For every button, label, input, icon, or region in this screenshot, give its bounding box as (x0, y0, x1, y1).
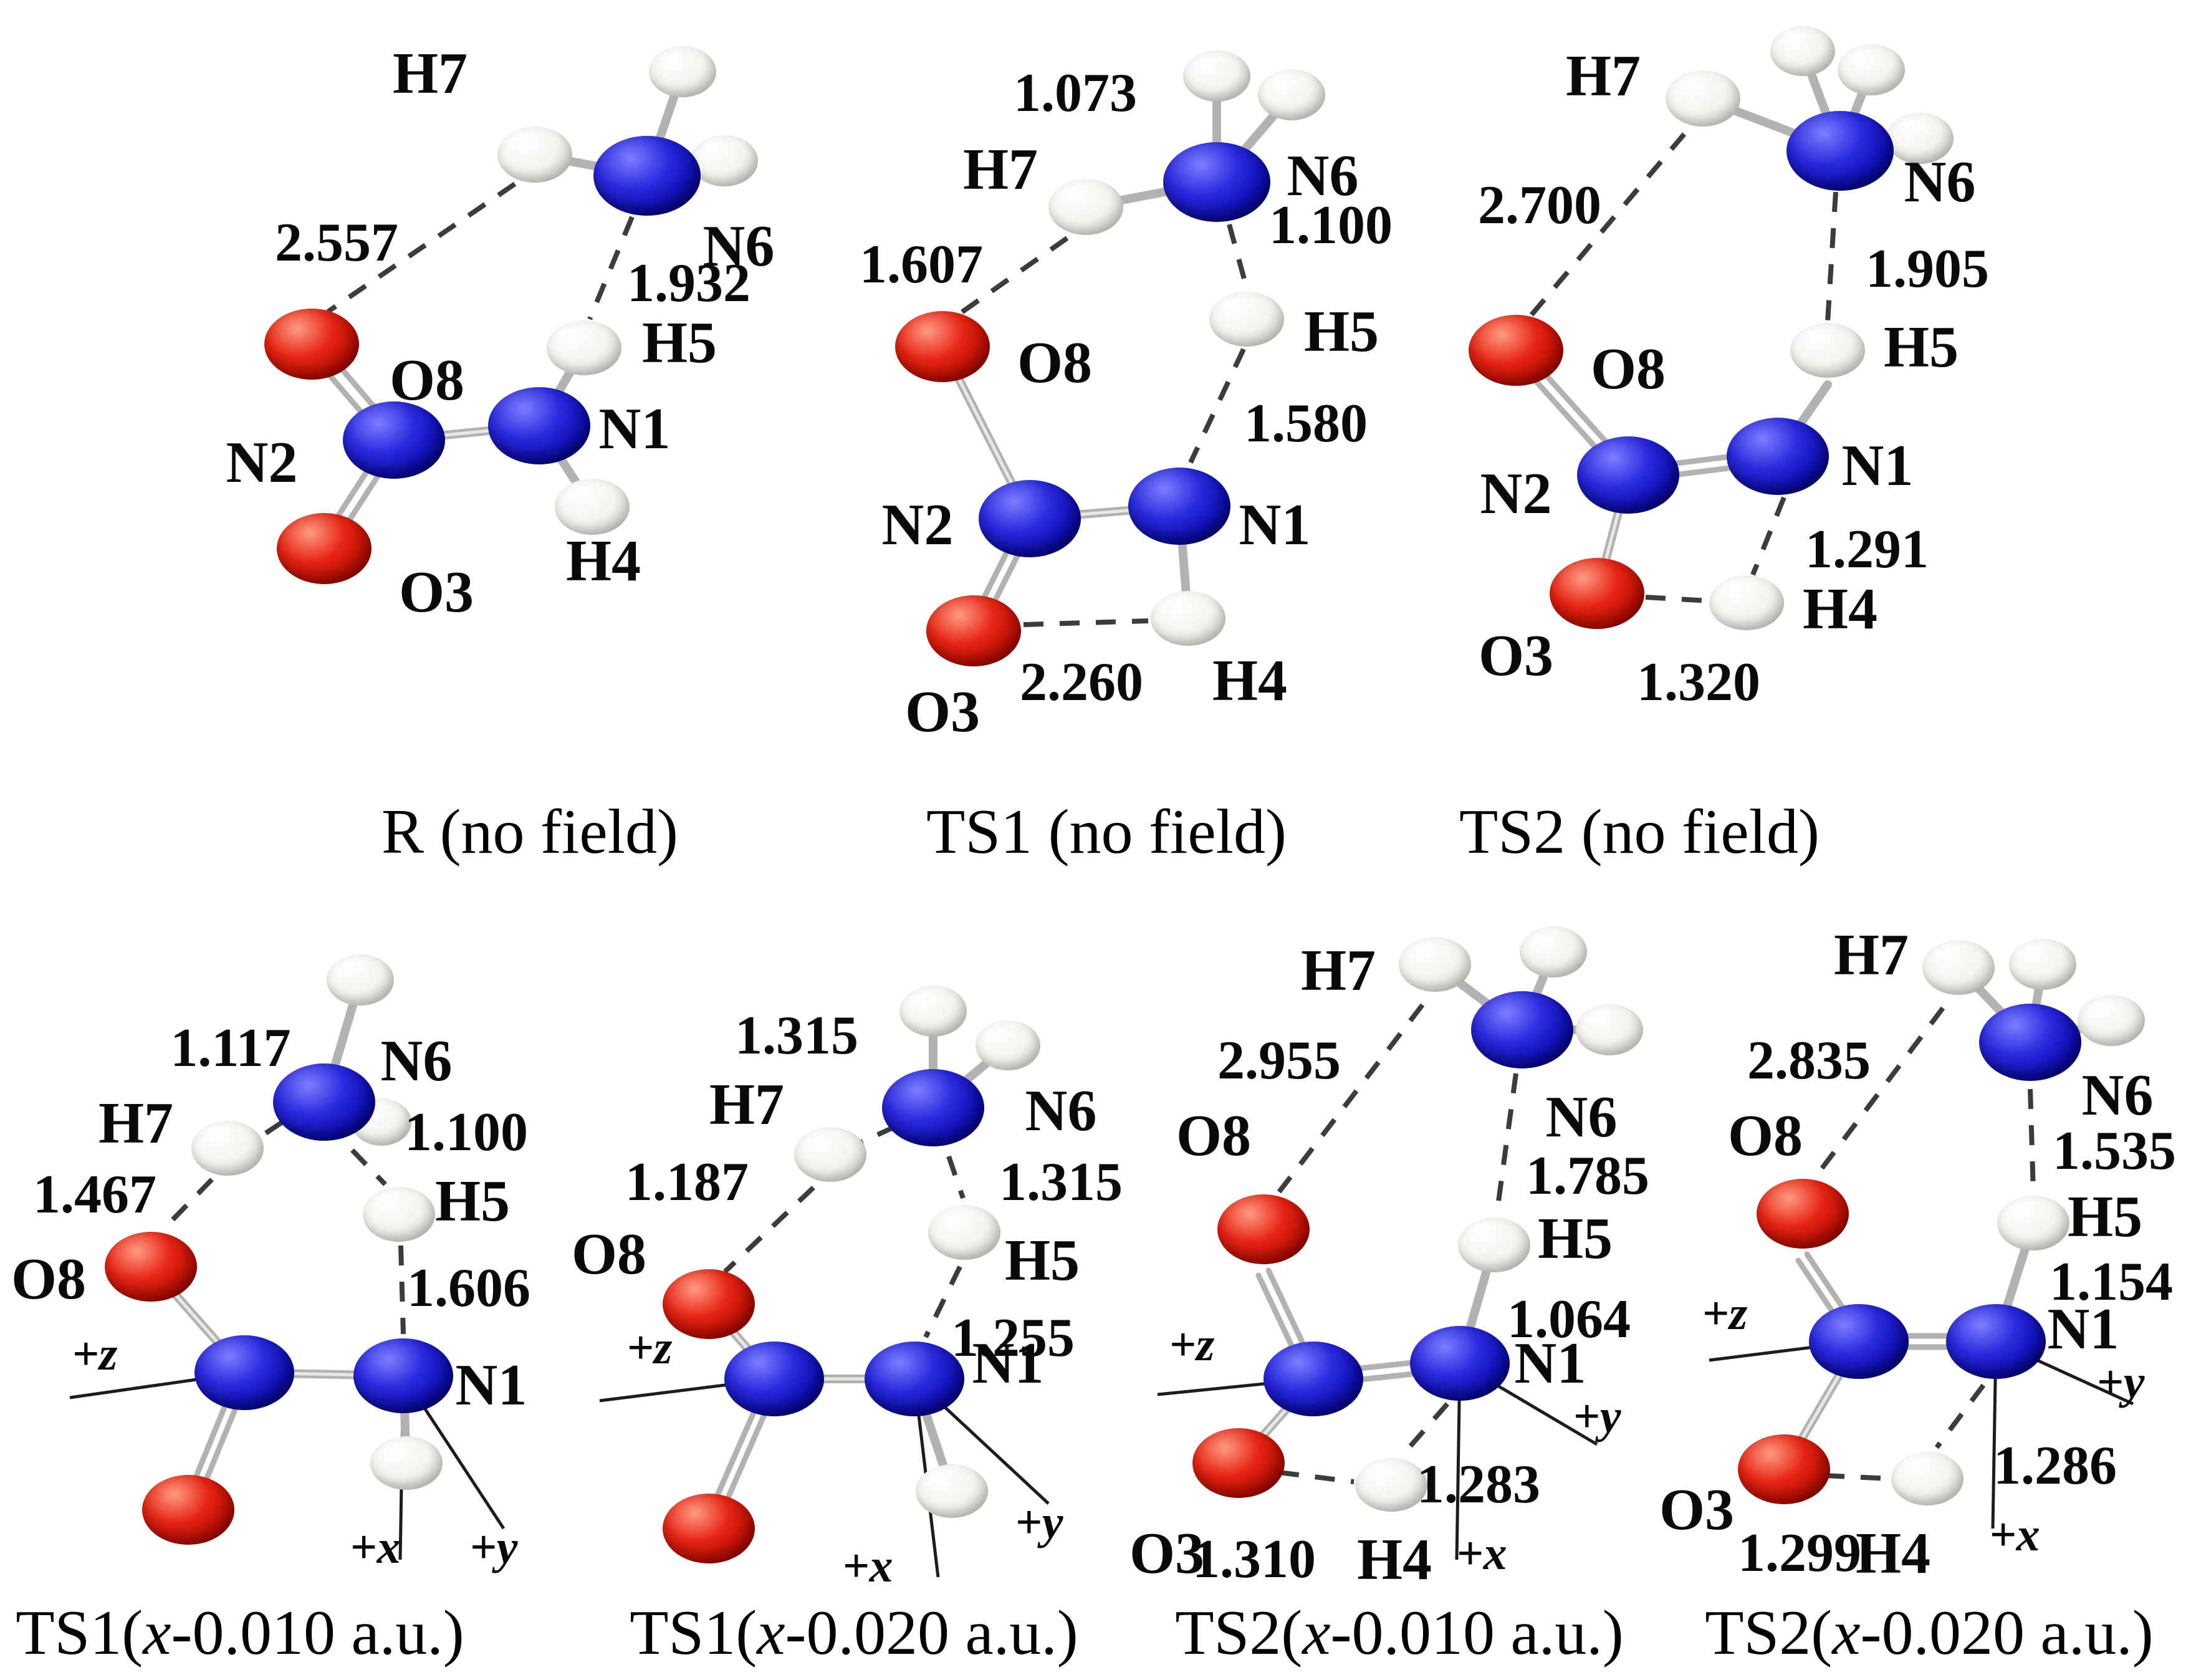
bond-N2-O3 (976, 518, 1038, 636)
bond-N6-H (929, 1041, 1012, 1112)
bonds-TS1 (938, 72, 1296, 636)
bond-N2-O3 (180, 1368, 242, 1511)
bond-N2-O8 (1795, 1257, 1858, 1348)
bond-N1-H5 (1773, 380, 1832, 461)
bond-N6-H7 (530, 150, 651, 180)
axis-line-z (1709, 1340, 1859, 1362)
bond-H5-N1 (1455, 1241, 1499, 1368)
hydrogen-bond-O3-H4 (1824, 1473, 1891, 1481)
bonds-TS2-x020 (1709, 960, 2134, 1529)
bond-core (392, 424, 541, 442)
bond-N6-H (643, 156, 729, 180)
bond-core (1595, 473, 1630, 595)
hydrogen-bond-H7-O8 (1277, 1003, 1425, 1194)
bond-N6-H (643, 67, 687, 180)
bond-N2-O8 (1255, 1272, 1311, 1385)
bond-N1-H4 (399, 1371, 411, 1467)
axis-line-z (599, 1377, 775, 1403)
hydrogen-bond-H7-O8 (326, 181, 517, 314)
hydrogen-bond-H7-O8 (956, 236, 1069, 317)
hydrogen-bond-N6-H5 (1825, 191, 1838, 322)
bond-N6-H (1518, 948, 1558, 1034)
bond-N2-O3 (966, 513, 1028, 631)
bond-N6-H7 (1431, 960, 1527, 1034)
hydrogen-bond-O3-H4 (1023, 618, 1149, 627)
bond-N2-O3 (711, 1378, 782, 1534)
hydrogen-bond-H5-N1 (923, 1265, 962, 1338)
axis-line-y (401, 1375, 506, 1530)
axis-line-x (1991, 1341, 1998, 1529)
bond-N6-H (1836, 65, 1876, 155)
bonds-TS2 (1508, 47, 1924, 603)
hydrogen-bond-O3-H4 (1278, 1470, 1355, 1484)
bond-N6-H7 (1081, 178, 1221, 211)
hydrogen-bond-N1-H4 (1401, 1402, 1450, 1456)
hydrogen-bond-N1-H4 (1934, 1383, 1986, 1449)
bond-N1-H4 (535, 421, 597, 511)
bond-N2-O3 (701, 1374, 772, 1530)
hydrogen-bond-N1-H4 (1750, 496, 1786, 576)
bond-core (149, 1265, 246, 1375)
hydrogen-bond-N6-H5 (587, 216, 635, 320)
hydrogen-bond-N6-H5 (2028, 1088, 2036, 1193)
bond-N1-H5 (535, 343, 588, 430)
axis-line-x (1455, 1363, 1462, 1560)
bonds-TS2-x010 (1157, 948, 1614, 1560)
axis-line-z (1157, 1377, 1314, 1396)
axis-line-y (1459, 1361, 1598, 1446)
hydrogen-bond-H7-O8 (1816, 1006, 1945, 1175)
hydrogen-bond-N6-H5 (1227, 223, 1249, 289)
bond-N2-O8 (1804, 1251, 1866, 1342)
hydrogen-bond-H7-O8 (1529, 132, 1687, 317)
bond-N6-H (2026, 960, 2047, 1047)
bonds-R (304, 67, 729, 555)
bond-N2-O8 (304, 345, 392, 448)
axis-line-z (69, 1371, 245, 1399)
bonds-TS1-x010 (69, 976, 506, 1560)
hydrogen-bond-N6-H5 (350, 1148, 387, 1186)
bond-core (707, 1302, 776, 1381)
bond-N6-H (2026, 1016, 2116, 1047)
hydrogen-bond-H7-O8 (161, 1178, 214, 1231)
bond-N6-H (1836, 134, 1924, 155)
hydrogen-bond-N6-H5 (946, 1155, 966, 1199)
bond-N6-H (320, 976, 365, 1106)
bond-N2-O8 (1517, 343, 1636, 474)
hydrogen-bond-N6-H7 (860, 1124, 897, 1145)
axis-line-y (1995, 1340, 2134, 1406)
bond-N2-O3 (190, 1371, 252, 1515)
bond-N2-O3 (326, 440, 402, 555)
bond-N2-O8 (1508, 351, 1627, 482)
hydrogen-bond-N6-H7 (260, 1120, 284, 1138)
hydrogen-bond-H7-O8 (723, 1186, 815, 1274)
hydrogen-bond-N6-H5 (1495, 1073, 1518, 1211)
bonds-TS1-x020 (599, 1007, 1050, 1578)
bond-core (1782, 1340, 1861, 1471)
bond-N6-H7 (1954, 963, 2035, 1047)
bond-N2-O3 (316, 434, 392, 549)
bond-N2-O8 (1265, 1267, 1321, 1380)
bond-N2-O8 (314, 337, 402, 439)
hydrogen-bond-H5-N1 (398, 1245, 406, 1335)
bond-H5-N1 (1992, 1219, 2038, 1346)
bond-N1-H4 (1175, 502, 1192, 623)
hydrogen-bond-O3-H4 (1645, 595, 1711, 603)
hydrogen-bond-H5-N1 (1188, 348, 1246, 464)
bond-N6-H (1212, 90, 1296, 186)
bond-N6-H (320, 1098, 386, 1126)
bond-core (941, 345, 1032, 521)
bond-core (1237, 1377, 1315, 1465)
